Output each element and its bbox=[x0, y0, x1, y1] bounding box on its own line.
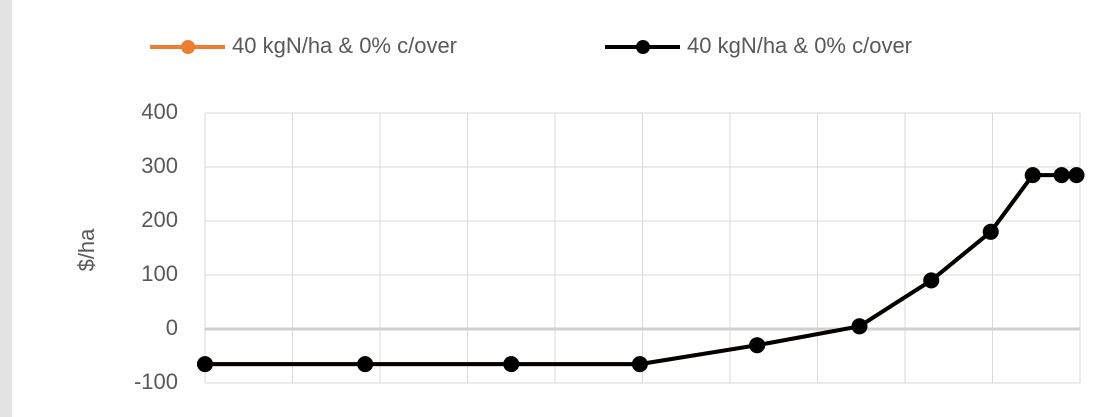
y-tick-label: 300 bbox=[141, 153, 178, 178]
side-strip bbox=[0, 0, 12, 417]
legend-marker bbox=[181, 40, 195, 54]
y-tick-label: 400 bbox=[141, 99, 178, 124]
series-line bbox=[205, 173, 1077, 367]
legend-label: 40 kgN/ha & 0% c/over bbox=[687, 33, 912, 58]
series-marker bbox=[357, 356, 374, 373]
series-marker bbox=[982, 223, 999, 240]
y-axis-label: $/ha bbox=[74, 228, 99, 272]
y-tick-label: -100 bbox=[134, 369, 178, 394]
series-marker bbox=[923, 272, 940, 289]
series-marker bbox=[1024, 167, 1041, 184]
series-marker bbox=[1053, 167, 1070, 184]
y-tick-label: 0 bbox=[166, 315, 178, 340]
series-marker bbox=[197, 356, 213, 373]
legend-label: 40 kgN/ha & 0% c/over bbox=[232, 33, 457, 58]
series-marker bbox=[1068, 167, 1085, 184]
series-marker bbox=[503, 356, 520, 373]
y-tick-label: 100 bbox=[141, 261, 178, 286]
series-marker bbox=[631, 356, 648, 373]
y-tick-label: 200 bbox=[141, 207, 178, 232]
series-marker bbox=[851, 318, 868, 335]
series-marker bbox=[749, 337, 766, 354]
legend-marker bbox=[636, 40, 650, 54]
